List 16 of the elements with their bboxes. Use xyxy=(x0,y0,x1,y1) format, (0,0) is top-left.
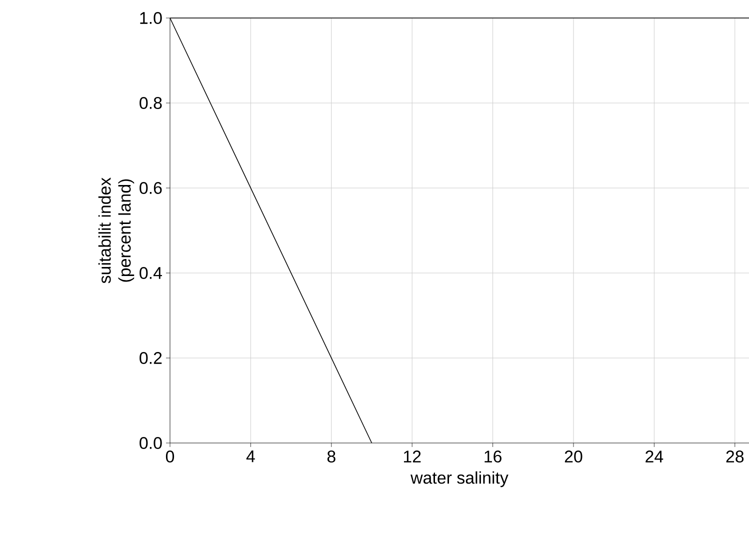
x-tick-label: 24 xyxy=(646,450,664,462)
x-tick-label: 8 xyxy=(327,450,336,463)
y-tick-label: 0.2 xyxy=(140,352,162,364)
y-tick-label: 0.6 xyxy=(140,182,162,194)
y-tick-label: 0.0 xyxy=(140,437,162,449)
x-tick-label: 28 xyxy=(726,450,744,463)
y-tick-label: 1.0 xyxy=(140,12,162,24)
y-tick-label: 0.8 xyxy=(140,96,162,109)
x-tick-label: 12 xyxy=(404,450,421,462)
y-axis-title: suitabilit index (percent land) xyxy=(98,178,134,284)
x-tick-label: 0 xyxy=(166,450,174,463)
y-tick-label: 0.4 xyxy=(140,267,162,279)
x-tick-label: 16 xyxy=(484,450,502,463)
x-tick-label: 20 xyxy=(564,450,582,463)
x-tick-label: 4 xyxy=(246,450,255,462)
x-axis-title: water salinity xyxy=(410,471,508,488)
